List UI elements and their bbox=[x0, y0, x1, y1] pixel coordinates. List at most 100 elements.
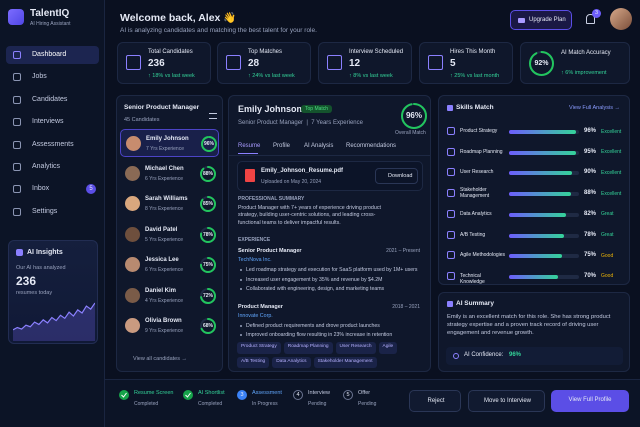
job-dates: 2021 – Present bbox=[386, 248, 420, 254]
tab-underline bbox=[238, 153, 258, 155]
nav-item[interactable]: Dashboard bbox=[6, 46, 99, 64]
nav-item[interactable]: Settings bbox=[6, 203, 99, 221]
skill-name: Product Strategy bbox=[460, 128, 498, 134]
insights-card: AI Insights Our AI has analyzed 236 resumes… bbox=[8, 240, 98, 344]
nav-label: Analytics bbox=[32, 163, 61, 170]
skill-value: 78% bbox=[584, 231, 597, 238]
skill-rating: Excellent bbox=[601, 190, 622, 197]
candidate-avatar bbox=[125, 196, 140, 211]
icon bbox=[13, 51, 21, 59]
skills-icon bbox=[447, 105, 453, 111]
icon bbox=[447, 189, 455, 198]
top-match-badge: Top Match bbox=[301, 105, 333, 113]
summary-text: Product Manager with 7+ years of experie… bbox=[238, 205, 381, 226]
candidate-subtitle: Senior Product Manager | 7 Years Experie… bbox=[238, 120, 363, 126]
tab[interactable]: Profile bbox=[273, 143, 291, 149]
ring-fill bbox=[200, 165, 216, 182]
nav-label: Settings bbox=[32, 207, 58, 215]
stat-change: ↑ 6% improvement bbox=[561, 70, 607, 76]
step-label: Resume Screen bbox=[134, 390, 174, 396]
candidate-row[interactable]: Olivia Brown 9 Yrs Experience 68% bbox=[120, 312, 219, 340]
candidate-experience: 8 Yrs Experience bbox=[145, 206, 183, 212]
nav-item[interactable]: Interviews bbox=[6, 113, 99, 131]
candidate-row[interactable]: Emily Johnson 7 Yrs Experience 96% bbox=[120, 129, 219, 157]
candidate-row[interactable]: Michael Chen 6 Yrs Experience 88% bbox=[120, 160, 219, 188]
nav-item[interactable]: Inbox 5 bbox=[6, 180, 99, 198]
candidate-count: 45 Candidates bbox=[124, 117, 160, 123]
file-name: Emily_Johnson_Resume.pdf bbox=[261, 168, 344, 174]
avatar[interactable] bbox=[610, 8, 632, 30]
summary-panel: AI Summary Emily is an excellent match fo… bbox=[438, 292, 630, 372]
icon bbox=[13, 163, 21, 171]
candidate-experience: 5 Yrs Experience bbox=[145, 236, 183, 243]
stat-label: Hires This Month bbox=[450, 49, 496, 55]
stat-value: 12 bbox=[349, 58, 361, 69]
ring-fill bbox=[200, 287, 216, 304]
upgrade-label: Upgrade Plan bbox=[529, 17, 566, 23]
stat-card: Top Matches 28 ↑ 24% vs last week bbox=[217, 42, 311, 84]
step-status: Completed bbox=[198, 401, 223, 407]
action-button[interactable]: Reject bbox=[409, 390, 461, 412]
stat-card: Hires This Month 5 ↑ 25% vs last month bbox=[419, 42, 513, 84]
job-bullet: Led roadmap strategy and execution for S… bbox=[246, 267, 418, 273]
page-title: Welcome back, Alex 👋 bbox=[120, 12, 237, 24]
insights-unit: resumes today bbox=[16, 290, 53, 296]
action-button[interactable]: View Full Profile bbox=[551, 390, 629, 412]
skill-tag: Stakeholder Management bbox=[313, 356, 377, 368]
tab[interactable]: Resume bbox=[238, 143, 261, 149]
bell[interactable] bbox=[586, 14, 595, 24]
stat-change: ↑ 8% vs last week bbox=[349, 73, 393, 79]
skill-bar bbox=[509, 254, 562, 259]
tab[interactable]: Recommendations bbox=[346, 143, 397, 149]
nav-item[interactable]: Assessments bbox=[6, 136, 99, 154]
skill-value: 90% bbox=[584, 169, 597, 176]
ring-label: 68% bbox=[202, 323, 213, 329]
action-button[interactable]: Move to Interview bbox=[468, 390, 545, 412]
section-heading: EXPERIENCE bbox=[238, 237, 271, 243]
nav-label: Jobs bbox=[32, 73, 47, 81]
candidate-avatar bbox=[125, 287, 140, 303]
candidate-row[interactable]: Jessica Lee 6 Yrs Experience 75% bbox=[120, 251, 219, 279]
skill-name: Data Analytics bbox=[460, 210, 492, 217]
view-all-link[interactable]: View all candidates → bbox=[133, 356, 188, 362]
stat-card: Interview Scheduled 12 ↑ 8% vs last week bbox=[318, 42, 412, 84]
skill-rating: Excellent bbox=[601, 149, 622, 156]
tab-divider bbox=[229, 155, 430, 156]
nav-label: Assessments bbox=[32, 140, 74, 148]
file-uploaded: Uploaded on May 20, 2024 bbox=[261, 179, 322, 185]
icon bbox=[447, 209, 455, 218]
crown-icon bbox=[518, 18, 525, 23]
action-label: Move to Interview bbox=[483, 398, 532, 404]
download-button[interactable]: Download bbox=[375, 168, 418, 184]
upgrade-button[interactable]: Upgrade Plan bbox=[510, 10, 572, 30]
match-ring bbox=[200, 318, 216, 334]
nav-item[interactable]: Candidates bbox=[6, 91, 99, 109]
confidence-box: AI Confidence: 96% bbox=[446, 347, 623, 365]
action-label: View Full Profile bbox=[568, 397, 612, 403]
candidate-row[interactable]: Sarah Williams 8 Yrs Experience 85% bbox=[120, 190, 219, 218]
icon bbox=[226, 55, 241, 70]
nav-label: Inbox bbox=[32, 185, 50, 193]
candidate-name: Jessica Lee bbox=[145, 257, 179, 263]
summary-text: Emily is an excellent match for this rol… bbox=[447, 314, 611, 336]
nav-item[interactable]: Analytics bbox=[6, 158, 99, 176]
ring-label: 72% bbox=[202, 292, 213, 299]
summary-title: AI Summary bbox=[456, 300, 494, 307]
nav-item[interactable]: Jobs bbox=[6, 68, 99, 86]
job-title: Product Manager bbox=[238, 303, 283, 310]
action-label: Reject bbox=[427, 398, 445, 404]
filter-icon[interactable] bbox=[209, 113, 217, 119]
icon bbox=[13, 118, 21, 127]
tab[interactable]: AI Analysis bbox=[304, 143, 334, 149]
icon bbox=[327, 55, 342, 70]
match-ring bbox=[200, 287, 216, 304]
candidate-row[interactable]: David Patel 5 Yrs Experience 78% bbox=[120, 221, 219, 249]
job-bullet: Defined product requirements and drove p… bbox=[246, 322, 380, 329]
nav-badge: 5 bbox=[86, 184, 96, 195]
icon bbox=[447, 230, 455, 239]
skill-value: 88% bbox=[584, 190, 597, 197]
skills-link[interactable]: View Full Analysis → bbox=[569, 105, 620, 111]
icon bbox=[447, 168, 455, 177]
candidate-row[interactable]: Daniel Kim 4 Yrs Experience 72% bbox=[120, 282, 219, 310]
step-label: Offer bbox=[358, 390, 371, 396]
